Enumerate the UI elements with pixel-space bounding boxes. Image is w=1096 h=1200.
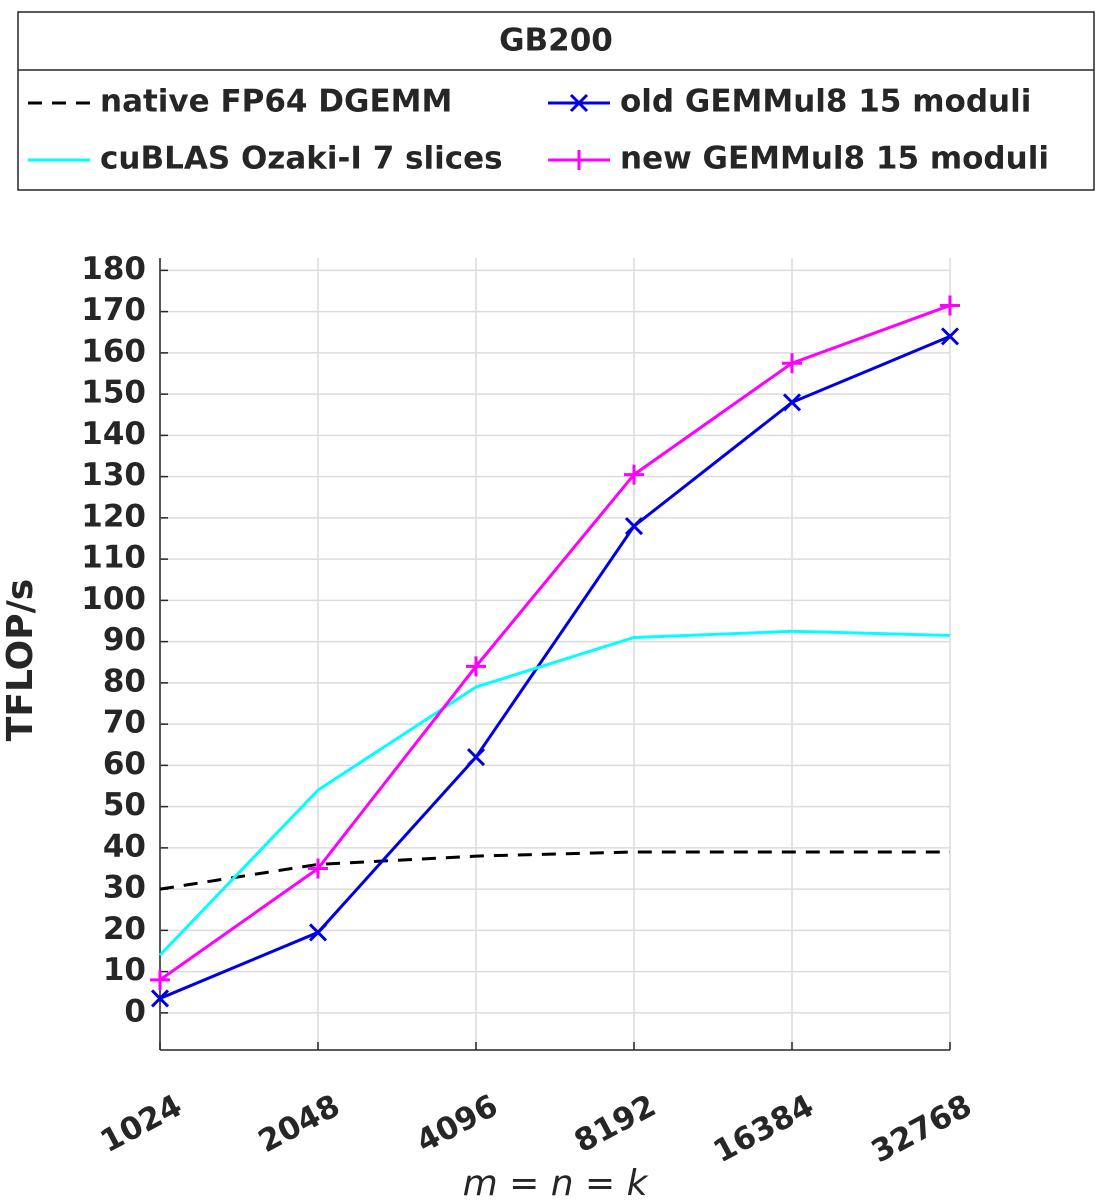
legend-marker xyxy=(569,93,589,113)
y-tick-label: 60 xyxy=(103,746,146,782)
x-tick-label: 2048 xyxy=(253,1088,346,1160)
y-tick-label: 150 xyxy=(81,375,146,411)
series-line xyxy=(159,304,951,982)
y-tick-label: 170 xyxy=(81,292,146,328)
y-tick-label: 160 xyxy=(81,333,146,369)
x-tick-label: 32768 xyxy=(866,1088,978,1170)
y-tick-label: 40 xyxy=(103,828,146,864)
y-tick-label: 50 xyxy=(103,787,146,823)
series-line xyxy=(159,850,950,891)
legend-label: old GEMMul8 15 moduli xyxy=(620,84,1031,120)
x-tick-label: 8192 xyxy=(569,1088,662,1160)
x-tick-label: 16384 xyxy=(708,1088,820,1170)
legend-label: native FP64 DGEMM xyxy=(100,84,452,120)
data-marker xyxy=(150,969,170,990)
x-tick-label: 1024 xyxy=(95,1088,188,1160)
legend-label: cuBLAS Ozaki-I 7 slices xyxy=(100,141,503,177)
y-tick-label: 180 xyxy=(81,251,146,287)
y-tick-label: 0 xyxy=(124,993,146,1029)
series-line xyxy=(159,334,951,1000)
data-marker xyxy=(466,748,486,767)
y-tick-label: 70 xyxy=(103,705,146,741)
data-marker xyxy=(466,656,486,677)
x-tick-label: 4096 xyxy=(411,1088,504,1160)
y-axis-label: TFLOP/s xyxy=(0,579,41,741)
x-axis-label: m = n = k xyxy=(463,1163,650,1200)
data-marker xyxy=(624,517,644,536)
y-tick-label: 120 xyxy=(81,498,146,534)
data-marker xyxy=(150,989,170,1008)
series-line xyxy=(158,629,951,957)
y-tick-label: 130 xyxy=(81,457,146,493)
y-tick-label: 140 xyxy=(81,416,146,452)
y-tick-label: 80 xyxy=(103,663,146,699)
y-tick-label: 110 xyxy=(81,540,146,576)
data-marker xyxy=(624,464,644,485)
y-tick-label: 30 xyxy=(103,870,146,906)
y-tick-label: 10 xyxy=(103,952,146,988)
y-tick-label: 100 xyxy=(81,581,146,617)
chart-title: GB200 xyxy=(499,23,613,59)
legend-marker xyxy=(569,150,589,170)
data-marker xyxy=(940,327,960,346)
y-tick-label: 90 xyxy=(103,622,146,658)
data-marker xyxy=(308,858,328,879)
data-marker xyxy=(308,923,328,942)
data-marker xyxy=(782,353,802,374)
y-tick-label: 20 xyxy=(103,911,146,947)
data-marker xyxy=(782,393,802,412)
data-marker xyxy=(940,295,960,316)
legend-label: new GEMMul8 15 moduli xyxy=(620,141,1049,177)
